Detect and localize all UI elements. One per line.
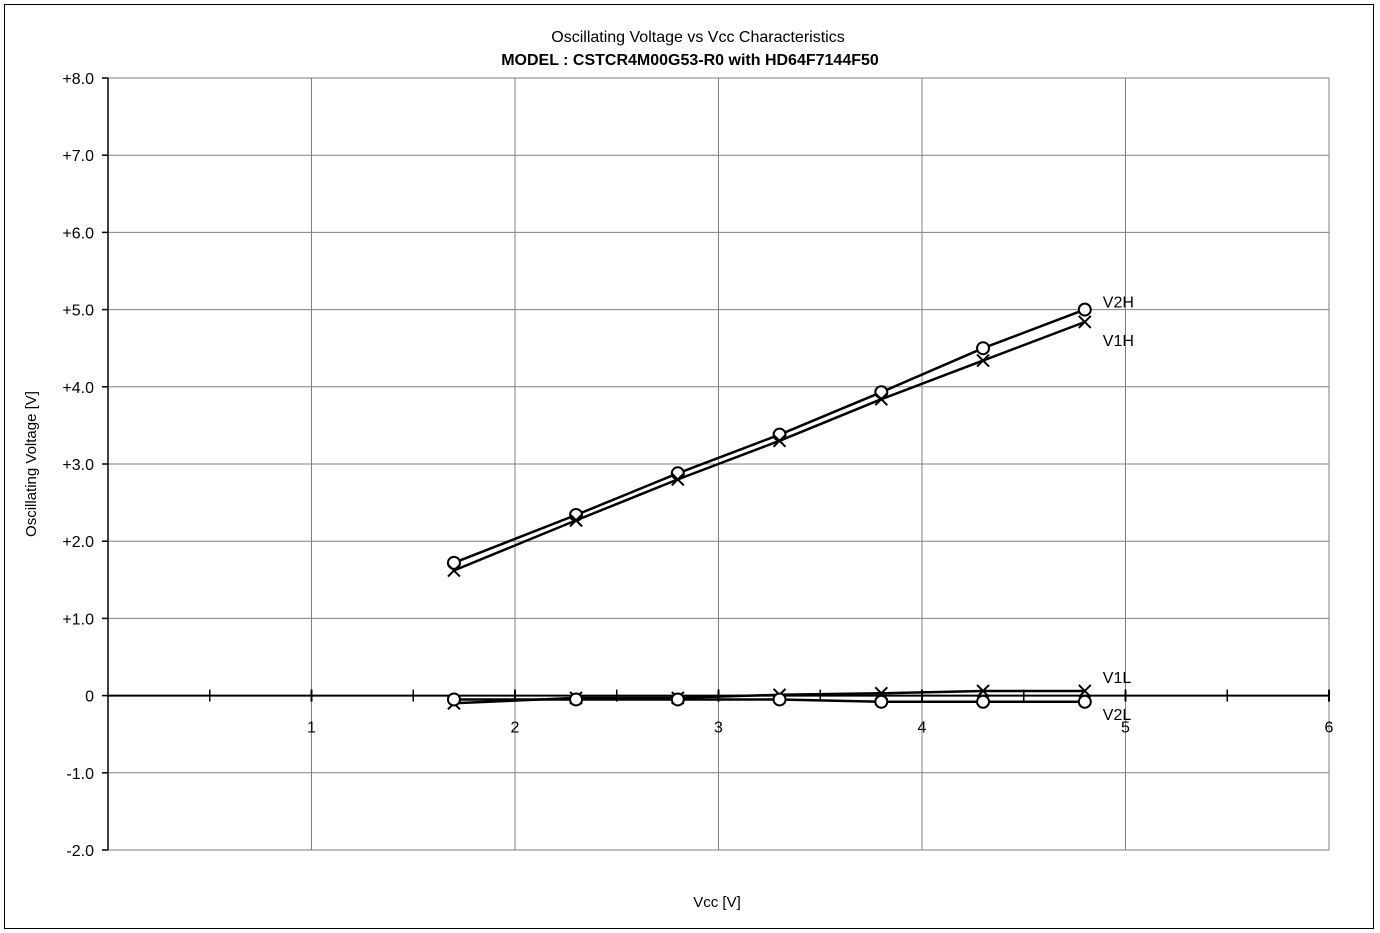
y-tick-label: +8.0 (62, 71, 94, 88)
x-tick-label: 6 (1325, 720, 1334, 737)
data-point-v1h (874, 392, 889, 406)
data-point-v2l (569, 692, 584, 707)
series-group (446, 302, 1092, 711)
y-tick-label: +6.0 (62, 225, 94, 242)
y-tick-label: +2.0 (62, 534, 94, 551)
data-point-v1h (976, 353, 990, 368)
data-point-v2l (772, 692, 787, 707)
series-label-v2l: V2L (1103, 707, 1132, 724)
x-tick-label: 5 (1121, 720, 1130, 737)
data-point-v2h (446, 555, 461, 570)
data-point-v1l (1078, 684, 1092, 698)
y-axis-label: Oscillating Voltage [V] (23, 391, 40, 537)
x-tick-label: 1 (307, 720, 316, 737)
data-point-v2h (1077, 302, 1092, 317)
y-tick-label: +5.0 (62, 303, 94, 320)
series-label-v2h: V2H (1103, 295, 1134, 312)
data-point-v1h (447, 563, 461, 578)
tick-labels: +8.0 +7.0 +6.0 +5.0 +4.0 +3.0 +2.0 +1.0 0 -1.0 -2.… (62, 71, 1333, 860)
data-point-v2l (446, 692, 461, 707)
y-tick-label: -2.0 (66, 843, 94, 860)
chart-title: Oscillating Voltage vs Vcc Characteristi… (551, 29, 844, 46)
x-tick-label: 2 (511, 720, 520, 737)
x-axis-label: Vcc [V] (693, 894, 741, 911)
data-point-v1h (772, 434, 787, 448)
series-label-v1l: V1L (1103, 670, 1132, 687)
data-point-v2h (976, 341, 991, 356)
data-point-v2l (874, 694, 889, 709)
chart-subtitle: MODEL : CSTCR4M00G53-R0 with HD64F7144F5… (501, 52, 879, 69)
data-point-v1h (1078, 315, 1092, 329)
y-tick-label: +1.0 (62, 611, 94, 628)
y-tick-label: +3.0 (62, 457, 94, 474)
x-tick-label: 3 (714, 720, 723, 737)
y-tick-label: +7.0 (62, 148, 94, 165)
data-point-v2l (976, 694, 991, 709)
data-point-v2l (1077, 694, 1092, 709)
y-tick-label: +4.0 (62, 380, 94, 397)
series-label-v1h: V1H (1103, 333, 1134, 350)
y-tick-label: 0 (85, 689, 94, 706)
x-tick-label: 4 (918, 720, 927, 737)
data-point-v1h (671, 472, 685, 487)
data-point-v1h (569, 513, 583, 528)
y-tick-label: -1.0 (66, 766, 94, 783)
data-point-v2l (670, 692, 685, 707)
data-point-v1l (976, 684, 990, 698)
